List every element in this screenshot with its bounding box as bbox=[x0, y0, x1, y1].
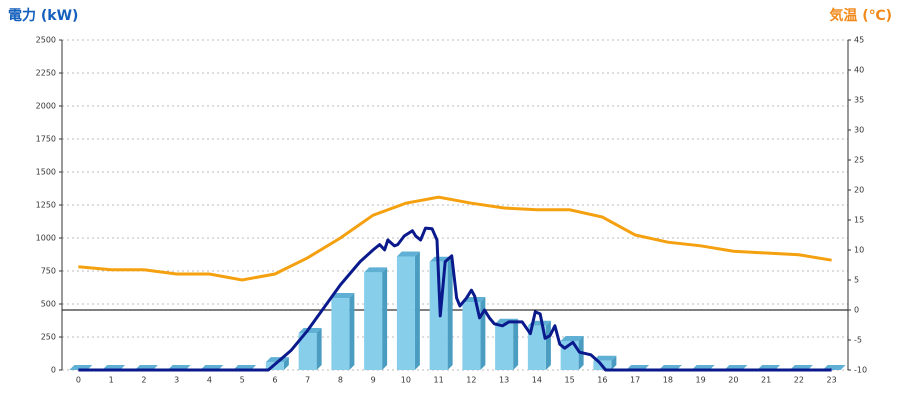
y-tick-label: 1250 bbox=[36, 201, 56, 210]
x-tick-label: 20 bbox=[728, 376, 738, 385]
bar-top bbox=[396, 251, 420, 257]
bar-top bbox=[593, 355, 617, 361]
bar bbox=[396, 251, 420, 370]
bar-front bbox=[364, 272, 383, 370]
bar-front bbox=[495, 323, 514, 370]
x-tick-label: 18 bbox=[663, 376, 673, 385]
bar-top bbox=[560, 335, 584, 341]
x-tick-label: 4 bbox=[207, 376, 212, 385]
x-tick-label: 9 bbox=[371, 376, 376, 385]
bar-front bbox=[331, 298, 350, 370]
bar-side bbox=[414, 251, 420, 370]
y-tick-label: 2000 bbox=[36, 102, 56, 111]
y2-tick-label: 30 bbox=[854, 126, 864, 135]
x-tick-label: 0 bbox=[76, 376, 81, 385]
x-tick-label: 3 bbox=[174, 376, 179, 385]
y2-axis-title: 気温 (℃) bbox=[829, 7, 892, 24]
bar-side bbox=[611, 355, 617, 370]
x-tick-label: 7 bbox=[305, 376, 310, 385]
bar bbox=[298, 328, 322, 370]
x-tick-label: 12 bbox=[466, 376, 476, 385]
bar-front bbox=[527, 325, 546, 370]
bar-side bbox=[447, 256, 453, 370]
bar-front bbox=[462, 302, 481, 370]
x-tick-label: 8 bbox=[338, 376, 343, 385]
bar-top bbox=[364, 267, 388, 273]
x-tick-label: 11 bbox=[434, 376, 444, 385]
x-tick-label: 14 bbox=[532, 376, 542, 385]
temperature-line bbox=[78, 195, 832, 282]
y-tick-label: 250 bbox=[41, 333, 56, 342]
y2-tick-label: 15 bbox=[854, 216, 864, 225]
x-tick-label: 19 bbox=[696, 376, 706, 385]
x-tick-label: 13 bbox=[499, 376, 509, 385]
x-tick-label: 6 bbox=[272, 376, 277, 385]
y-tick-label: 500 bbox=[41, 300, 56, 309]
y-tick-label: 1500 bbox=[36, 168, 56, 177]
y2-tick-label: 20 bbox=[854, 186, 864, 195]
x-tick-label: 10 bbox=[401, 376, 411, 385]
y2-tick-label: -10 bbox=[854, 366, 867, 375]
x-tick-label: 5 bbox=[240, 376, 245, 385]
y2-tick-label: 10 bbox=[854, 246, 864, 255]
y-tick-label: 2250 bbox=[36, 69, 56, 78]
bar bbox=[331, 293, 355, 370]
bar-top bbox=[298, 328, 322, 334]
bar bbox=[495, 318, 519, 370]
y2-tick-label: 25 bbox=[854, 156, 864, 165]
x-tick-label: 21 bbox=[761, 376, 771, 385]
bar-top bbox=[462, 297, 486, 303]
x-tick-label: 16 bbox=[597, 376, 607, 385]
y-axis-title: 電力 (kW) bbox=[8, 7, 78, 24]
y2-tick-label: 0 bbox=[854, 306, 859, 315]
y2-tick-label: 5 bbox=[854, 276, 859, 285]
x-tick-label: 17 bbox=[630, 376, 640, 385]
y2-tick-label: -5 bbox=[854, 336, 862, 345]
bar-front bbox=[298, 333, 317, 370]
bar bbox=[364, 267, 388, 370]
bar-front bbox=[396, 256, 415, 370]
x-tick-label: 1 bbox=[109, 376, 114, 385]
bar-top bbox=[331, 293, 355, 299]
y2-tick-label: 40 bbox=[854, 66, 864, 75]
bar-side bbox=[283, 357, 289, 370]
x-tick-label: 23 bbox=[827, 376, 837, 385]
y-tick-label: 1000 bbox=[36, 234, 56, 243]
power-line bbox=[78, 226, 832, 372]
x-tick-label: 22 bbox=[794, 376, 804, 385]
bar-side bbox=[513, 318, 519, 370]
bar-side bbox=[316, 328, 322, 370]
y-tick-label: 1750 bbox=[36, 135, 56, 144]
bar bbox=[462, 297, 486, 370]
bar-side bbox=[545, 320, 551, 370]
bar-side bbox=[480, 297, 486, 370]
x-tick-label: 15 bbox=[565, 376, 575, 385]
bar-side bbox=[382, 267, 388, 370]
y2-tick-label: 45 bbox=[854, 36, 864, 45]
y-tick-label: 2500 bbox=[36, 36, 56, 45]
y-tick-label: 750 bbox=[41, 267, 56, 276]
y-tick-label: 0 bbox=[51, 366, 56, 375]
bar-side bbox=[349, 293, 355, 370]
x-tick-label: 2 bbox=[141, 376, 146, 385]
y2-tick-label: 35 bbox=[854, 96, 864, 105]
